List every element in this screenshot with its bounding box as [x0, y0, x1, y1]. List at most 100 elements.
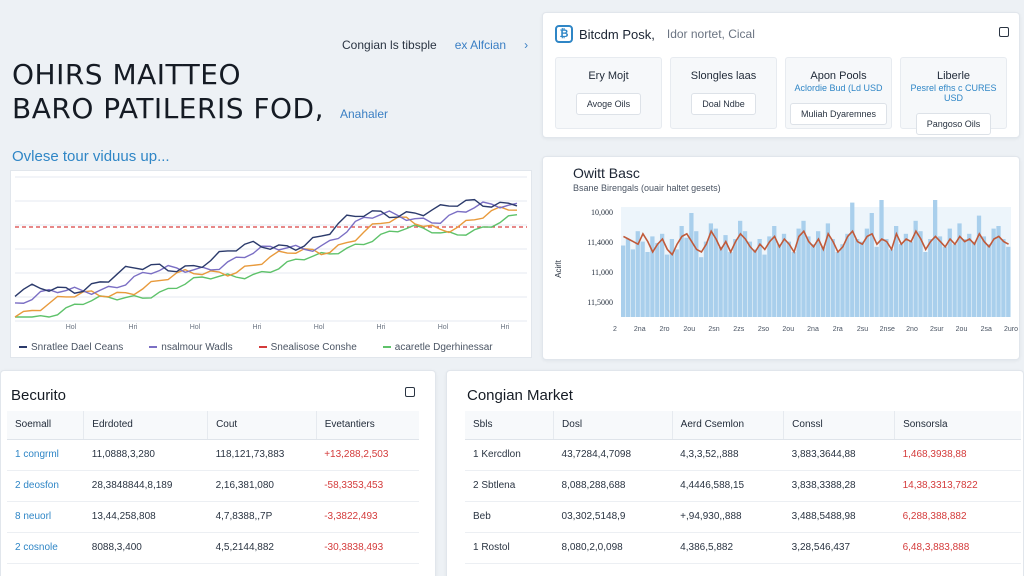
bitcoin-card-subtitle: Idor nortet, Cical	[666, 27, 755, 41]
cell: 28,3848844,8,189	[83, 470, 208, 502]
bitcoin-stat-col: Slongles laas Doal Ndbe	[670, 57, 777, 129]
chevron-right-icon[interactable]: ›	[524, 38, 529, 52]
bar	[908, 241, 913, 317]
bar	[762, 254, 767, 317]
bar	[684, 237, 689, 317]
table-row[interactable]: 1 Rostol 8,080,2,0,098 4,386,5,882 3,28,…	[465, 532, 1021, 564]
bar	[728, 252, 733, 317]
bar	[981, 236, 987, 317]
bar	[689, 213, 694, 317]
stat-button[interactable]: Avoge Oils	[575, 93, 642, 115]
table-row[interactable]: 2 Sbtlena 8,088,288,688 4,4446,588,15 3,…	[465, 470, 1021, 502]
legend-item[interactable]: Snealisose Conshe	[258, 342, 357, 353]
x-tick-label: 2na	[634, 326, 646, 333]
stat-sub: Aclordie Bud (Ld USD	[794, 83, 883, 93]
bar-chart-title: Owitt Basc	[573, 165, 640, 181]
cell: 2 deosfon	[7, 470, 84, 502]
table-row[interactable]: 8 neuorl 13,44,258,808 4,7,8388,,7P -3,3…	[7, 501, 419, 533]
x-tick-label: Hri	[377, 324, 386, 331]
bar	[630, 249, 636, 317]
bar	[874, 246, 879, 317]
bar	[747, 241, 753, 317]
bar	[816, 231, 821, 317]
bar	[655, 242, 660, 317]
table-row[interactable]: 2 deosfon 28,3848844,8,189 2,16,381,080 …	[7, 470, 419, 502]
stat-title: Slongles laas	[690, 70, 757, 82]
hero-link-congian[interactable]: Congian ls tibsple	[342, 38, 437, 52]
column-header[interactable]: Sonsorsla	[894, 411, 1021, 440]
bar	[645, 252, 650, 317]
bar-chart-subtitle: Bsane Birengals (ouair haltet gesets)	[573, 183, 721, 193]
cell: 2 Sbtlena	[465, 470, 554, 502]
hero-prompt[interactable]: Ovlese tour viduus up...	[12, 148, 170, 165]
cell: 2 cosnole	[7, 532, 84, 564]
bar	[898, 244, 904, 317]
column-header[interactable]: Soemall	[7, 411, 84, 440]
bar	[869, 213, 874, 317]
bar	[996, 226, 1001, 317]
table-row[interactable]: 2 cosnole 8088,3,400 4,5,2144,882 -30,38…	[7, 532, 419, 564]
bar	[664, 254, 670, 317]
table-row[interactable]: Beb 03,302,5148,9 +,94,930,,888 3,488,54…	[465, 501, 1021, 533]
maximize-icon[interactable]	[405, 387, 415, 397]
bar	[806, 236, 811, 317]
legend-item[interactable]: acaretle Dgerhinessar	[382, 342, 493, 353]
bar	[718, 246, 723, 317]
cell: 13,44,258,808	[83, 501, 208, 533]
maximize-icon[interactable]	[999, 27, 1009, 37]
stat-button[interactable]: Pangoso Oils	[915, 113, 992, 135]
column-header[interactable]: Evetantiers	[315, 411, 419, 440]
cell: 8088,3,400	[83, 532, 208, 564]
column-header[interactable]: Aerd Csemlon	[671, 411, 784, 440]
bar	[669, 239, 675, 317]
series-line	[14, 206, 518, 318]
cell: 03,302,5148,9	[553, 501, 673, 533]
table-row[interactable]: 1 Kercdlon 43,7284,4,7098 4,3,3,52,,888 …	[465, 439, 1021, 471]
hero-link-alfcian[interactable]: ex Alfcian	[454, 38, 507, 52]
column-header[interactable]: Dosl	[553, 411, 673, 440]
page-title-line2: BARO PATILERIS FOD,	[12, 92, 324, 125]
column-header[interactable]: Sbls	[465, 411, 554, 440]
bar	[942, 246, 948, 317]
line-chart-legend: Snratlee Dael Ceans nsalmour Wadls Sneal…	[19, 342, 493, 353]
x-tick-label: 2sa	[981, 326, 992, 333]
table-row[interactable]: 1 congrml 11,0888,3,280 118,121,73,883 +…	[7, 439, 419, 471]
x-tick-label: Hol	[314, 324, 325, 331]
cell: 3,883,3644,88	[783, 439, 895, 471]
cell: -30,3838,493	[316, 532, 419, 564]
legend-item[interactable]: Snratlee Dael Ceans	[19, 342, 123, 353]
securities-table-card: Becurito Soemall Edrdoted Cout Evetantie…	[0, 370, 436, 576]
stat-button[interactable]: Doal Ndbe	[691, 93, 756, 115]
x-tick-label: 2su	[857, 326, 868, 333]
table-title: Becurito	[11, 387, 67, 404]
legend-item[interactable]: nsalmour Wadls	[149, 342, 233, 353]
cell: 1 Rostol	[465, 532, 554, 564]
x-tick-label: Hol	[66, 324, 77, 331]
cell: 118,121,73,883	[207, 439, 317, 471]
bar	[928, 239, 933, 317]
bar	[713, 228, 718, 317]
x-tick-label: Hol	[438, 324, 449, 331]
cell: 14,38,3313,7822	[894, 470, 1021, 502]
bar	[703, 241, 709, 317]
x-tick-label: 2zs	[733, 326, 744, 333]
stat-button[interactable]: Muliah Dyaremnes	[789, 103, 888, 125]
column-header[interactable]: Edrdoted	[83, 411, 208, 440]
bar	[752, 249, 757, 317]
page-subtitle: Anahaler	[339, 107, 389, 121]
cell: 4,7,8388,,7P	[207, 501, 317, 533]
bar	[708, 223, 714, 317]
x-tick-label: 2sn	[708, 326, 719, 333]
cell: -3,3822,493	[316, 501, 419, 533]
bar	[972, 241, 977, 317]
column-header[interactable]: Cout	[207, 411, 317, 440]
cell: 4,5,2144,882	[207, 532, 317, 564]
bar	[855, 239, 860, 317]
cell: 8 neuorl	[7, 501, 84, 533]
column-header[interactable]: Conssl	[783, 411, 895, 440]
bar	[903, 233, 909, 317]
hero-links: Congian ls tibsple ex Alfcian ›	[342, 38, 528, 52]
bitcoin-card-columns: Ery Mojt Avoge Oils Slongles laas Doal N…	[555, 57, 1007, 135]
line-chart: Hol Hri Hol Hri Hol Hri Hol Hri Snratlee Dael C…	[10, 170, 532, 358]
bar	[962, 239, 967, 317]
